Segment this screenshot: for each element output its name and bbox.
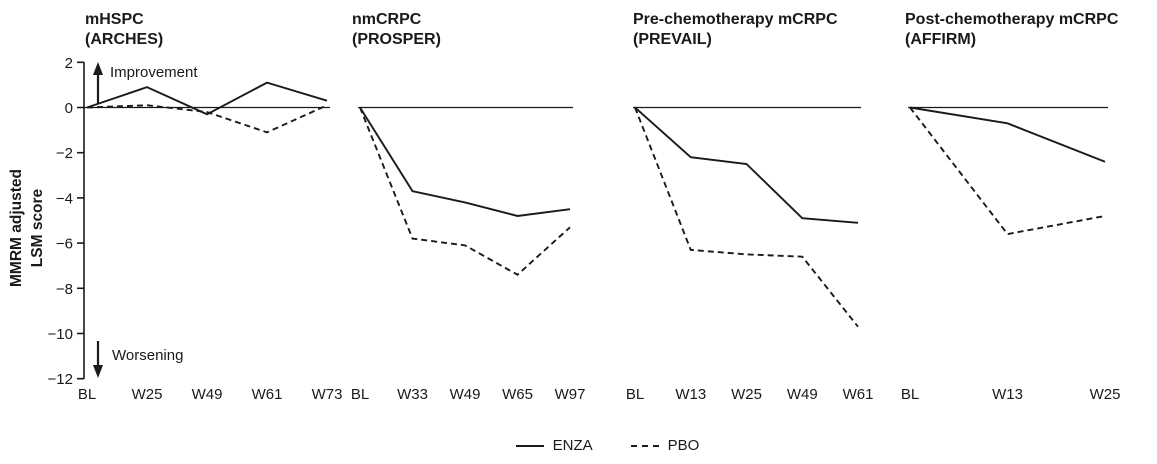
x-tick-label: W73	[312, 386, 343, 403]
panel-title-affirm: Post-chemotherapy mCRPC (AFFIRM)	[905, 10, 1118, 50]
x-tick-label: W25	[731, 386, 762, 403]
series-line-enza	[359, 106, 571, 217]
panel-title-study: (PROSPER)	[352, 31, 441, 48]
y-tick-label: 2	[65, 55, 73, 72]
series-line-pbo	[634, 107, 859, 328]
y-tick-label: −10	[48, 326, 73, 343]
series-line-enza	[634, 106, 859, 224]
series-line-pbo	[909, 106, 1106, 236]
panel-title-population: mHSPC	[85, 11, 144, 28]
x-tick-label: W13	[992, 386, 1023, 403]
series-line-enza	[86, 81, 328, 116]
panel-title-prevail: Pre-chemotherapy mCRPC (PREVAIL)	[633, 10, 838, 50]
legend-item-enza: ENZA	[515, 437, 593, 454]
x-tick-label: W25	[132, 386, 163, 403]
panel-title-study: (AFFIRM)	[905, 31, 977, 48]
panel-title-population: Pre-chemotherapy mCRPC	[633, 11, 838, 28]
panel-title-population: Post-chemotherapy mCRPC	[905, 11, 1119, 28]
x-tick-label: W49	[787, 386, 818, 403]
legend: ENZA PBO	[0, 437, 1157, 454]
y-tick-label: −2	[56, 145, 73, 162]
x-tick-label: W61	[252, 386, 283, 403]
x-tick-label: BL	[78, 386, 96, 403]
panel-title-population: nmCRPC	[352, 11, 422, 28]
x-tick-label: W65	[502, 386, 533, 403]
x-tick-label: BL	[351, 386, 369, 403]
y-tick-label: 0	[65, 100, 73, 117]
x-tick-label: W49	[192, 386, 223, 403]
series-line-pbo	[86, 104, 328, 134]
legend-label-enza: ENZA	[552, 437, 593, 454]
worsening-arrowhead-icon	[93, 365, 103, 378]
panel-title-prosper: nmCRPC (PROSPER)	[352, 10, 441, 50]
y-axis-title-line2: LSM score	[29, 188, 46, 268]
y-tick-label: −6	[56, 236, 73, 253]
x-tick-label: BL	[626, 386, 644, 403]
panel-title-arches: mHSPC (ARCHES)	[85, 10, 163, 50]
dashed-line-swatch-icon	[630, 444, 659, 447]
panel-title-study: (PREVAIL)	[633, 31, 712, 48]
worsening-annotation: Worsening	[112, 347, 184, 364]
improvement-annotation: Improvement	[110, 64, 198, 81]
improvement-arrowhead-icon	[93, 62, 103, 75]
x-tick-label: BL	[901, 386, 919, 403]
legend-label-pbo: PBO	[667, 437, 700, 454]
y-axis-title-line1: MMRM adjusted	[8, 169, 25, 287]
x-tick-label: W49	[450, 386, 481, 403]
series-line-pbo	[359, 107, 571, 276]
x-tick-label: W61	[843, 386, 874, 403]
y-axis-title: MMRM adjusted LSM score	[6, 113, 48, 343]
y-tick-label: −12	[48, 371, 73, 388]
y-tick-label: −8	[56, 281, 73, 298]
y-tick-label: −4	[56, 190, 73, 207]
x-tick-label: W13	[675, 386, 706, 403]
series-line-enza	[909, 106, 1106, 163]
solid-line-swatch-icon	[515, 444, 544, 447]
legend-item-pbo: PBO	[630, 437, 700, 454]
x-tick-label: W97	[555, 386, 586, 403]
x-tick-label: W25	[1090, 386, 1121, 403]
x-tick-label: W33	[397, 386, 428, 403]
panel-title-study: (ARCHES)	[85, 31, 164, 48]
